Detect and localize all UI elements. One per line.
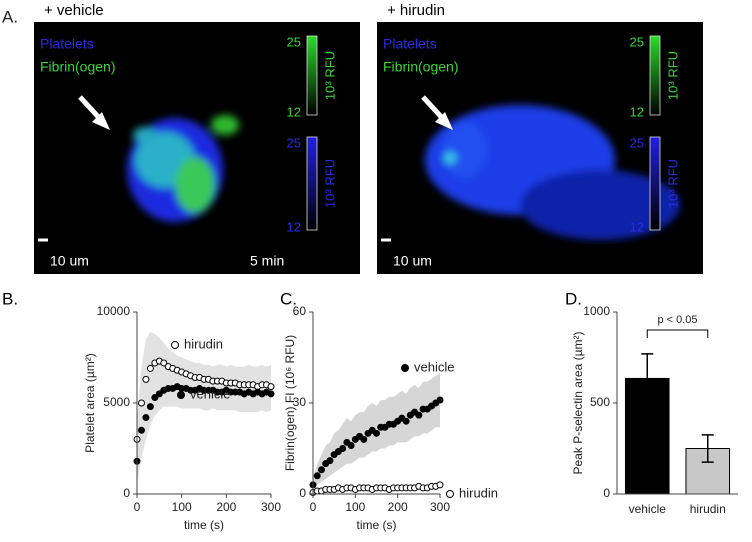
x-tick-label: vehicle <box>629 502 667 516</box>
data-point <box>267 390 275 398</box>
x-tick-label: 300 <box>430 500 450 514</box>
scale-label: 10 um <box>50 253 89 269</box>
data-point <box>313 472 321 480</box>
y-tick-label: 1000 <box>583 304 610 318</box>
colorbar <box>649 35 661 116</box>
y-tick-label: 500 <box>590 395 610 409</box>
data-point <box>142 375 150 383</box>
legend-marker <box>177 391 185 399</box>
x-tick-label: 200 <box>388 500 408 514</box>
channel-label: Fibrin(ogen) <box>383 59 458 75</box>
colorbar-unit: 10³ RFU <box>665 51 680 100</box>
legend-marker <box>446 490 454 498</box>
data-point <box>160 359 168 367</box>
y-axis-label: Platelet area (µm²) <box>83 353 97 453</box>
legend-label: hirudin <box>184 336 223 351</box>
data-point <box>151 394 159 402</box>
data-point <box>146 364 154 372</box>
panel-title: + hirudin <box>387 2 445 19</box>
data-point <box>436 396 444 404</box>
arrow-head <box>92 112 110 130</box>
panel-title: + vehicle <box>44 2 104 19</box>
significance-label: p < 0.05 <box>657 314 697 326</box>
data-point <box>415 411 423 419</box>
legend-label: vehicle <box>414 359 454 374</box>
data-point <box>339 445 347 452</box>
x-tick-label: 200 <box>216 500 236 514</box>
y-tick-label: 0 <box>123 486 130 500</box>
y-tick-label: 10000 <box>97 304 131 318</box>
panel-label: B. <box>2 289 18 308</box>
data-point <box>155 390 163 398</box>
data-point <box>347 441 355 449</box>
error-band <box>137 332 271 485</box>
arrow-head <box>435 112 453 130</box>
channel-label: Platelets <box>40 36 94 52</box>
time-label: 5 min <box>250 253 284 269</box>
colorbar <box>306 136 318 231</box>
data-point <box>436 481 444 489</box>
cell-blobs <box>127 105 680 240</box>
data-point <box>326 457 334 465</box>
data-point <box>267 383 275 391</box>
legend-marker <box>401 364 409 372</box>
significance-bracket <box>646 329 709 338</box>
data-point <box>137 426 145 434</box>
y-tick-label: 5000 <box>103 395 130 409</box>
channel-label: Fibrin(ogen) <box>40 59 115 75</box>
data-point <box>146 403 154 411</box>
y-tick-label: 30 <box>293 395 307 409</box>
colorbar-max: 25 <box>630 34 644 49</box>
colorbar <box>306 35 318 116</box>
y-axis-label: Fibrin(ogen) FI (10⁶ RFU) <box>283 335 297 471</box>
data-point <box>360 435 368 443</box>
panel-label: A. <box>2 7 18 26</box>
colorbar-unit: 10³ RFU <box>322 51 337 100</box>
colorbar-unit: 10³ RFU <box>322 159 337 208</box>
data-point <box>137 399 145 407</box>
data-point <box>373 429 380 437</box>
scale-label: 10 um <box>393 253 432 269</box>
x-tick-label: 0 <box>310 500 317 514</box>
x-axis-label: time (s) <box>357 518 397 532</box>
colorbar <box>649 136 661 231</box>
x-tick-label: 100 <box>345 500 365 514</box>
x-tick-label: 300 <box>261 500 281 514</box>
x-tick-label: 0 <box>134 500 141 514</box>
panel-label: D. <box>565 289 582 308</box>
data-point <box>402 417 410 425</box>
colorbar-max: 25 <box>287 34 301 49</box>
y-tick-label: 0 <box>299 486 306 500</box>
data-point <box>317 466 325 474</box>
legend-label: hirudin <box>459 485 498 500</box>
x-tick-label: 100 <box>172 500 192 514</box>
channel-label: Platelets <box>383 36 437 52</box>
colorbar-unit: 10³ RFU <box>665 159 680 208</box>
legend-marker <box>171 341 179 349</box>
colorbar-min: 12 <box>287 219 301 234</box>
y-tick-label: 0 <box>603 486 610 500</box>
x-tick-label: hirudin <box>690 502 726 516</box>
colorbar-min: 12 <box>630 104 644 119</box>
legend-label: vehicle <box>190 386 230 401</box>
data-point <box>142 414 150 422</box>
x-axis-label: time (s) <box>184 518 224 532</box>
panel-label: C. <box>280 289 297 308</box>
colorbar-max: 25 <box>287 135 301 150</box>
colorbar-min: 12 <box>630 219 644 234</box>
y-tick-label: 60 <box>293 304 307 318</box>
colorbar-max: 25 <box>630 135 644 150</box>
y-axis-label: Peak P-selectin area (µm²) <box>571 332 585 475</box>
colorbar-min: 12 <box>287 104 301 119</box>
